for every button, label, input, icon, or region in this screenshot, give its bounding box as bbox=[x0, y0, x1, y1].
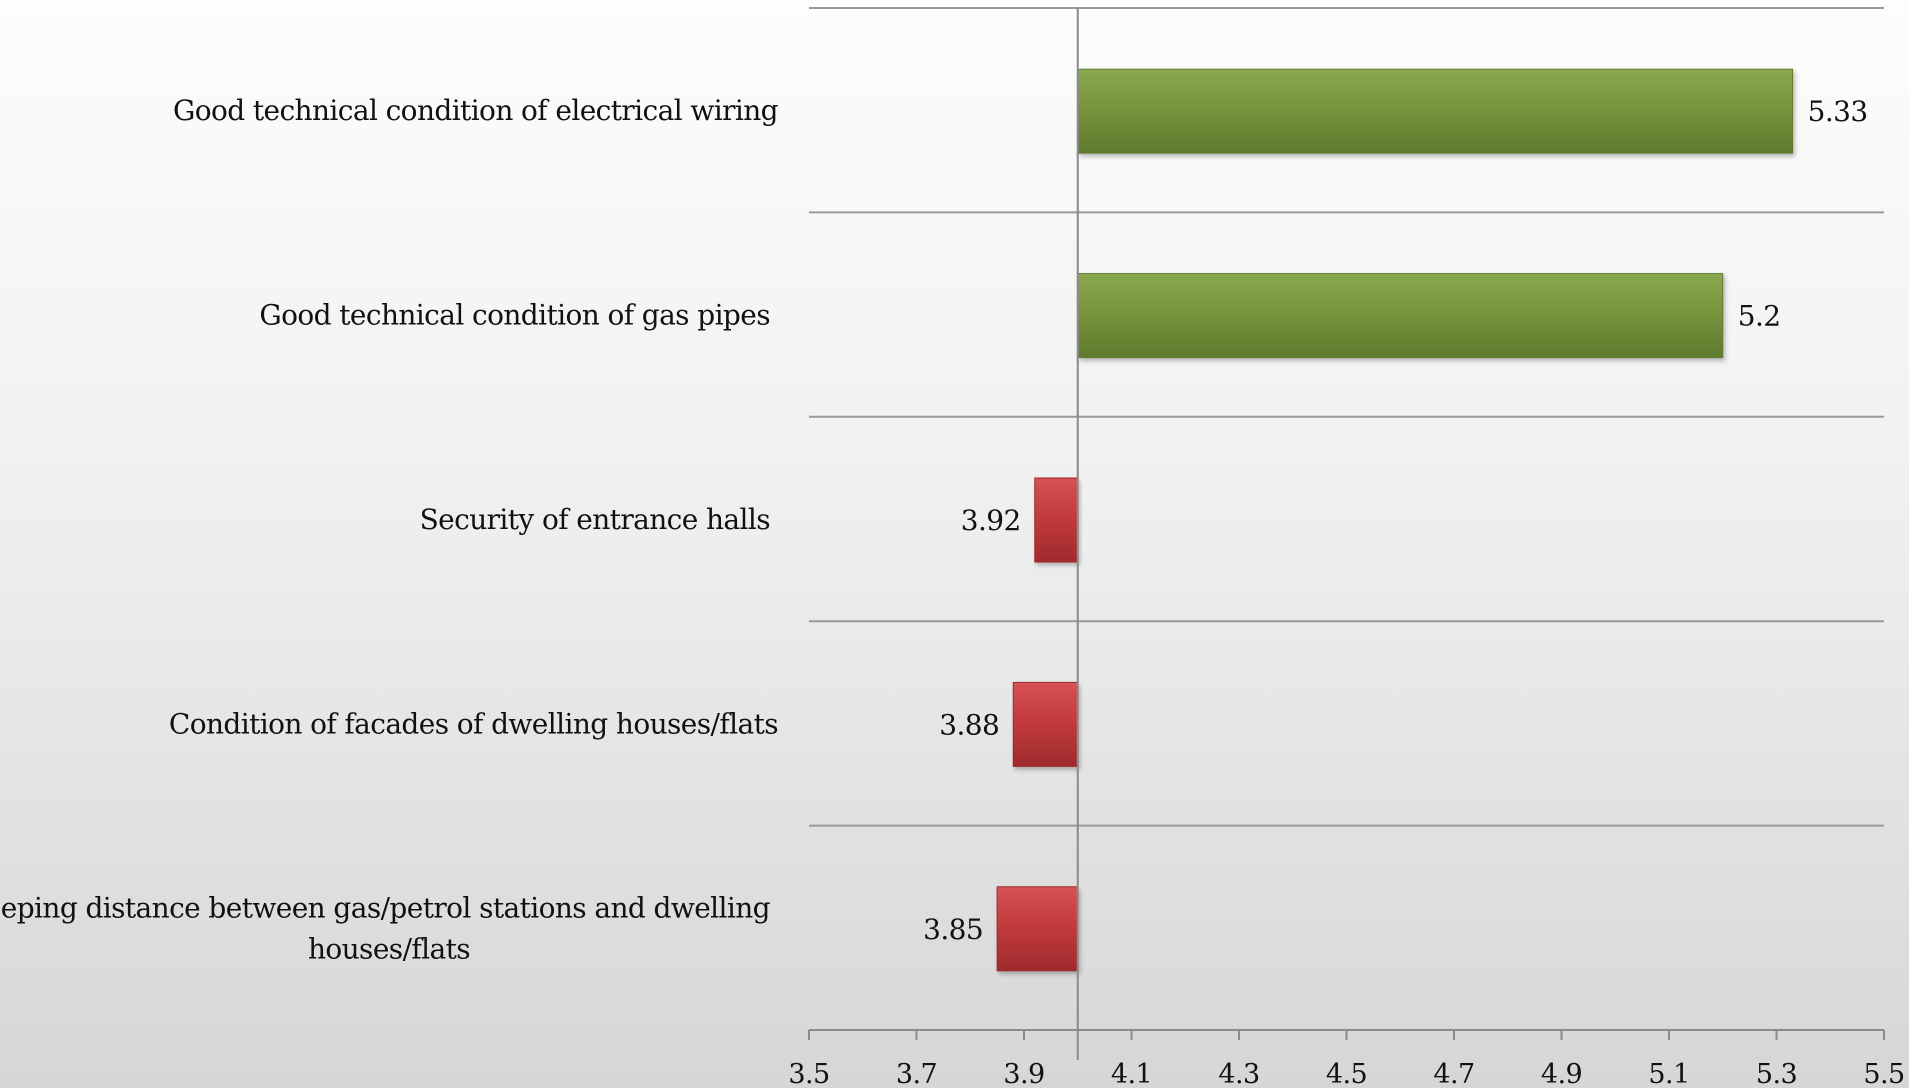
x-tick-label: 4.1 bbox=[1111, 1059, 1152, 1088]
x-tick-label: 4.7 bbox=[1433, 1059, 1474, 1088]
x-tick-label: 3.7 bbox=[896, 1059, 937, 1088]
data-label: 3.88 bbox=[939, 708, 999, 741]
x-tick-label: 5.1 bbox=[1648, 1059, 1689, 1088]
data-label: 3.92 bbox=[961, 504, 1021, 537]
x-tick-label: 3.9 bbox=[1003, 1059, 1044, 1088]
bars bbox=[996, 68, 1794, 972]
x-tick-label: 4.3 bbox=[1218, 1059, 1259, 1088]
bar bbox=[1077, 68, 1794, 154]
category-label: Condition of facades of dwelling houses/… bbox=[169, 707, 778, 740]
x-axis: 3.5 3.7 3.9 4.1 4.3 4.5 4.7 4.9 5.1 5.3 5.5 bbox=[788, 8, 1905, 1088]
bar bbox=[996, 886, 1079, 972]
x-tick-label: 4.5 bbox=[1326, 1059, 1367, 1088]
x-tick-label: 5.5 bbox=[1863, 1059, 1904, 1088]
category-label: Good technical condition of electrical w… bbox=[173, 94, 779, 127]
value-labels: 5.33 5.2 3.92 3.88 3.85 bbox=[923, 95, 1868, 946]
x-tick-label: 5.3 bbox=[1756, 1059, 1797, 1088]
x-tick-label: 3.5 bbox=[788, 1059, 829, 1088]
category-label: houses/flats bbox=[308, 932, 470, 965]
gridlines bbox=[809, 7, 1884, 827]
bar bbox=[1034, 477, 1079, 563]
bar bbox=[1077, 273, 1724, 359]
category-labels: Good technical condition of electrical w… bbox=[0, 94, 779, 965]
data-label: 3.85 bbox=[923, 913, 983, 946]
x-tick-label: 4.9 bbox=[1541, 1059, 1582, 1088]
category-label: Good technical condition of gas pipes bbox=[259, 299, 770, 332]
category-label: Security of entrance halls bbox=[420, 503, 770, 536]
data-label: 5.33 bbox=[1808, 95, 1868, 128]
data-label: 5.2 bbox=[1738, 300, 1781, 333]
category-label: Keeping distance between gas/petrol stat… bbox=[0, 891, 771, 924]
bar bbox=[1012, 681, 1079, 767]
